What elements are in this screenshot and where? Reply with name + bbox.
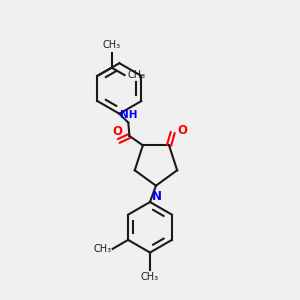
Text: CH₃: CH₃	[141, 272, 159, 282]
Text: CH₃: CH₃	[128, 70, 146, 80]
Text: O: O	[177, 124, 187, 137]
Text: CH₃: CH₃	[93, 244, 111, 254]
Text: CH₃: CH₃	[103, 40, 121, 50]
Text: NH: NH	[119, 110, 137, 120]
Text: N: N	[152, 190, 161, 203]
Text: O: O	[112, 125, 122, 138]
